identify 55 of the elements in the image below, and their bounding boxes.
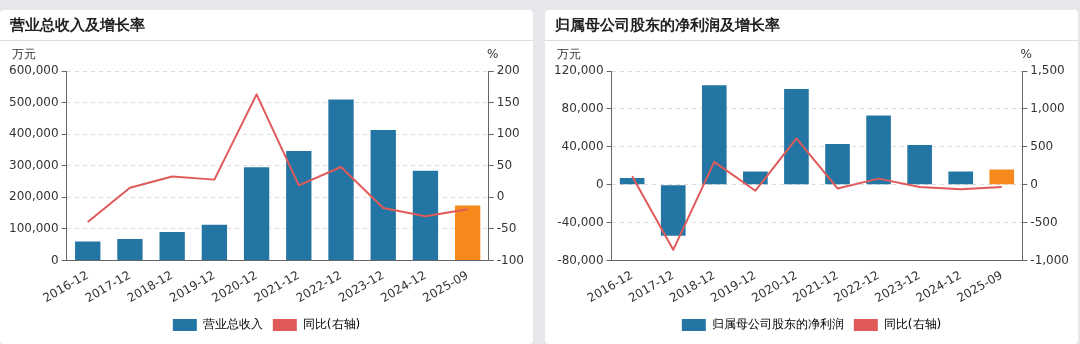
bar (243, 167, 270, 260)
legend-label: 营业总收入 (202, 317, 263, 332)
bar (75, 241, 101, 260)
y2-tick-label: 1,000 (1030, 101, 1065, 116)
bar (286, 150, 312, 260)
bar (412, 170, 439, 260)
bar (948, 171, 974, 185)
y-tick-label: 40,000 (561, 138, 604, 153)
y2-tick-label: -100 (496, 252, 524, 267)
y2-tick-label: 0 (496, 189, 505, 204)
y2-tick-label: 100 (496, 126, 520, 141)
y2-tick-label: 500 (1030, 138, 1054, 153)
y-axis-title: 万元 (557, 47, 581, 62)
y2-tick-label: -1,000 (1030, 252, 1069, 267)
bar (989, 169, 1015, 185)
y-tick-label: 200,000 (9, 189, 59, 204)
bar (660, 185, 686, 236)
chart-title: 营业总收入及增长率 (0, 10, 533, 41)
bar (743, 171, 768, 185)
y2-tick-label: 1,500 (1030, 63, 1065, 78)
y2-tick-label: 0 (1030, 176, 1038, 191)
y-tick-label: 120,000 (554, 63, 604, 78)
bar (907, 144, 932, 185)
bar (784, 89, 809, 185)
y-axis-title: 万元 (12, 47, 36, 62)
y2-axis-title: % (487, 47, 499, 62)
legend-label: 同比(右轴) (302, 317, 361, 332)
legend-label: 同比(右轴) (883, 317, 942, 332)
chart-title: 归属母公司股东的净利润及增长率 (545, 10, 1078, 41)
y-tick-label: 600,000 (9, 63, 59, 78)
bar (825, 143, 850, 185)
y2-tick-label: -500 (1030, 214, 1058, 229)
y2-tick-label: 50 (496, 157, 513, 172)
bar (866, 115, 891, 185)
legend-label: 归属母公司股东的净利润 (711, 317, 844, 332)
y-tick-label: 0 (595, 176, 604, 191)
y-tick-label: -80,000 (557, 252, 604, 267)
y-tick-label: 400,000 (9, 126, 59, 141)
bar (159, 232, 185, 260)
y2-tick-label: -50 (496, 221, 517, 236)
bar (117, 238, 143, 260)
y-tick-label: 100,000 (9, 221, 59, 236)
y-tick-label: 80,000 (561, 101, 604, 116)
bar (328, 99, 354, 260)
y2-axis-title: % (1020, 47, 1033, 62)
y-tick-label: 300,000 (9, 157, 59, 172)
bar (701, 85, 727, 185)
y-tick-label: 0 (50, 252, 59, 267)
bar (454, 205, 481, 260)
y-tick-label: -40,000 (557, 214, 604, 229)
y2-tick-label: 200 (496, 63, 520, 78)
bar (370, 130, 396, 260)
bar (201, 224, 228, 260)
y-tick-label: 500,000 (9, 94, 59, 109)
y2-tick-label: 150 (496, 94, 520, 109)
